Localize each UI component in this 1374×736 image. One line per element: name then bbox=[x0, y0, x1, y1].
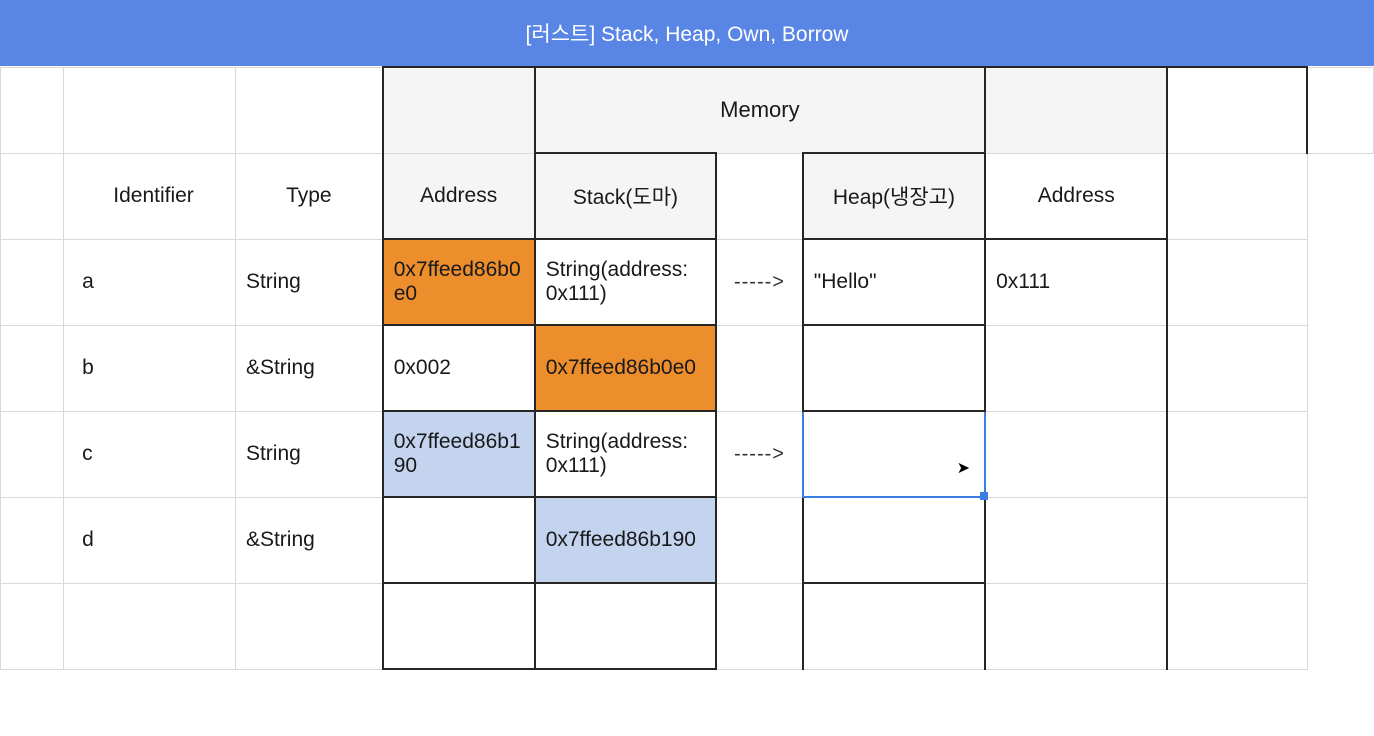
cell-blank[interactable] bbox=[1307, 67, 1373, 153]
cell-address[interactable]: 0x7ffeed86b0e0 bbox=[383, 239, 535, 325]
cell-blank[interactable] bbox=[1, 67, 64, 153]
cell-type[interactable]: &String bbox=[235, 325, 382, 411]
cell-heap[interactable] bbox=[803, 325, 985, 411]
cell-blank[interactable] bbox=[1, 325, 64, 411]
page-title: [러스트] Stack, Heap, Own, Borrow bbox=[526, 23, 849, 46]
cell-blank[interactable] bbox=[1167, 325, 1307, 411]
cell-blank[interactable] bbox=[803, 583, 985, 669]
mouse-cursor-icon: ➤ bbox=[957, 458, 970, 478]
cell-blank[interactable] bbox=[235, 583, 382, 669]
cell-address[interactable]: 0x002 bbox=[383, 325, 535, 411]
cell-blank[interactable] bbox=[1167, 153, 1307, 239]
cell-identifier[interactable]: b bbox=[64, 325, 236, 411]
cell-blank[interactable] bbox=[64, 583, 236, 669]
arrow-icon: -----> bbox=[734, 271, 785, 293]
arrow-icon: -----> bbox=[734, 443, 785, 465]
memory-header[interactable]: Memory bbox=[535, 67, 985, 153]
cell-identifier[interactable]: c bbox=[64, 411, 236, 497]
cell-blank[interactable] bbox=[1, 497, 64, 583]
cell-blank[interactable] bbox=[1167, 411, 1307, 497]
cell-arrow[interactable] bbox=[716, 325, 803, 411]
cell-address2[interactable] bbox=[985, 411, 1167, 497]
cell-blank[interactable] bbox=[535, 583, 717, 669]
memory-table: Memory Identifier Type Address Stack(도마)… bbox=[0, 66, 1374, 670]
cell-type[interactable]: &String bbox=[235, 497, 382, 583]
col-header-identifier[interactable]: Identifier bbox=[64, 153, 236, 239]
cell-blank[interactable] bbox=[985, 67, 1167, 153]
cell-address2[interactable] bbox=[985, 325, 1167, 411]
cell-blank[interactable] bbox=[716, 153, 803, 239]
col-header-stack[interactable]: Stack(도마) bbox=[535, 153, 717, 239]
col-header-address[interactable]: Address bbox=[383, 153, 535, 239]
cell-address[interactable]: 0x7ffeed86b190 bbox=[383, 411, 535, 497]
cell-stack[interactable]: String(address: 0x111) bbox=[535, 239, 717, 325]
page-title-bar: [러스트] Stack, Heap, Own, Borrow bbox=[0, 0, 1374, 66]
cell-blank[interactable] bbox=[1167, 583, 1307, 669]
cell-blank[interactable] bbox=[1, 239, 64, 325]
cell-identifier[interactable]: d bbox=[64, 497, 236, 583]
cell-arrow[interactable]: -----> bbox=[716, 411, 803, 497]
cell-stack[interactable]: 0x7ffeed86b190 bbox=[535, 497, 717, 583]
cell-address2[interactable]: 0x111 bbox=[985, 239, 1167, 325]
cell-blank[interactable] bbox=[1167, 239, 1307, 325]
cell-type[interactable]: String bbox=[235, 239, 382, 325]
cell-stack[interactable]: 0x7ffeed86b0e0 bbox=[535, 325, 717, 411]
col-header-type[interactable]: Type bbox=[235, 153, 382, 239]
cell-blank[interactable] bbox=[1, 583, 64, 669]
memory-label: Memory bbox=[720, 97, 799, 122]
cell-heap[interactable]: "Hello" bbox=[803, 239, 985, 325]
cell-blank[interactable] bbox=[1, 153, 64, 239]
cell-arrow[interactable] bbox=[716, 497, 803, 583]
cell-arrow[interactable]: -----> bbox=[716, 239, 803, 325]
cell-blank[interactable] bbox=[985, 583, 1167, 669]
cell-blank[interactable] bbox=[1167, 67, 1307, 153]
cell-address2[interactable] bbox=[985, 497, 1167, 583]
cell-blank[interactable] bbox=[716, 583, 803, 669]
cell-address[interactable] bbox=[383, 497, 535, 583]
cell-blank[interactable] bbox=[1, 411, 64, 497]
cell-heap[interactable] bbox=[803, 497, 985, 583]
cell-heap-selected[interactable]: ➤ bbox=[803, 411, 985, 497]
col-header-heap[interactable]: Heap(냉장고) bbox=[803, 153, 985, 239]
cell-blank[interactable] bbox=[1167, 497, 1307, 583]
cell-stack[interactable]: String(address: 0x111) bbox=[535, 411, 717, 497]
cell-blank[interactable] bbox=[383, 583, 535, 669]
col-header-address2[interactable]: Address bbox=[985, 153, 1167, 239]
cell-blank[interactable] bbox=[64, 67, 236, 153]
cell-type[interactable]: String bbox=[235, 411, 382, 497]
cell-identifier[interactable]: a bbox=[64, 239, 236, 325]
cell-blank[interactable] bbox=[235, 67, 382, 153]
cell-blank[interactable] bbox=[383, 67, 535, 153]
